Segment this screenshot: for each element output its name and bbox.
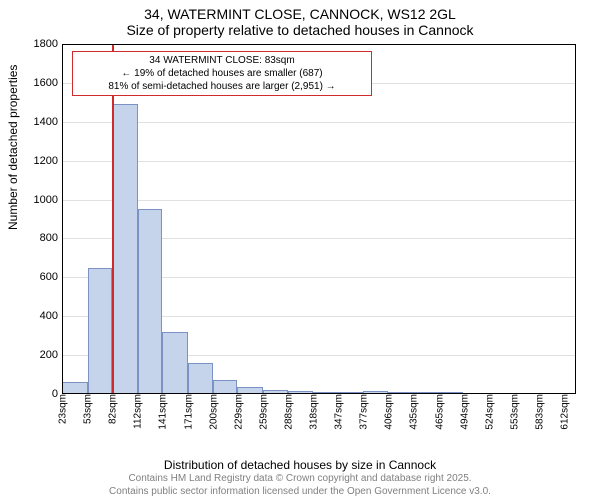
histogram-bar bbox=[88, 268, 113, 394]
chart-container: 34, WATERMINT CLOSE, CANNOCK, WS12 2GL S… bbox=[0, 0, 600, 500]
x-tick-label: 141sqm bbox=[156, 394, 169, 430]
attribution-line2: Contains public sector information licen… bbox=[0, 485, 600, 498]
grid-line bbox=[62, 161, 576, 162]
annotation-line: 81% of semi-detached houses are larger (… bbox=[77, 80, 367, 93]
y-tick-label: 800 bbox=[40, 232, 62, 244]
x-tick-label: 288sqm bbox=[281, 394, 294, 430]
x-tick-label: 53sqm bbox=[81, 394, 94, 424]
chart-title-line1: 34, WATERMINT CLOSE, CANNOCK, WS12 2GL bbox=[0, 0, 600, 22]
y-tick-label: 1000 bbox=[34, 194, 62, 206]
histogram-bar bbox=[188, 363, 213, 394]
x-tick-label: 406sqm bbox=[382, 394, 395, 430]
y-tick-label: 1600 bbox=[34, 77, 62, 89]
x-tick-label: 347sqm bbox=[332, 394, 345, 430]
x-tick-label: 23sqm bbox=[56, 394, 69, 424]
x-tick-label: 612sqm bbox=[558, 394, 571, 430]
x-axis-label: Distribution of detached houses by size … bbox=[0, 458, 600, 472]
plot-area: 02004006008001000120014001600180023sqm53… bbox=[62, 44, 576, 394]
x-tick-label: 494sqm bbox=[457, 394, 470, 430]
y-tick-label: 1200 bbox=[34, 155, 62, 167]
histogram-bar bbox=[112, 104, 138, 394]
y-tick-label: 400 bbox=[40, 310, 62, 322]
x-tick-label: 553sqm bbox=[507, 394, 520, 430]
x-tick-label: 259sqm bbox=[256, 394, 269, 430]
grid-line bbox=[62, 200, 576, 201]
marker-line bbox=[112, 44, 114, 394]
histogram-bar bbox=[237, 387, 263, 394]
x-tick-label: 200sqm bbox=[206, 394, 219, 430]
attribution: Contains HM Land Registry data © Crown c… bbox=[0, 472, 600, 498]
annotation-line: ← 19% of detached houses are smaller (68… bbox=[77, 67, 367, 80]
annotation-box: 34 WATERMINT CLOSE: 83sqm← 19% of detach… bbox=[72, 51, 372, 96]
x-tick-label: 171sqm bbox=[181, 394, 194, 430]
y-tick-label: 600 bbox=[40, 271, 62, 283]
y-tick-label: 200 bbox=[40, 349, 62, 361]
grid-line bbox=[62, 122, 576, 123]
chart-title-line2: Size of property relative to detached ho… bbox=[0, 22, 600, 38]
histogram-bar bbox=[162, 332, 188, 394]
annotation-line: 34 WATERMINT CLOSE: 83sqm bbox=[77, 54, 367, 67]
histogram-bar bbox=[213, 380, 238, 394]
attribution-line1: Contains HM Land Registry data © Crown c… bbox=[0, 472, 600, 485]
y-axis-label: Number of detached properties bbox=[6, 65, 20, 230]
x-tick-label: 229sqm bbox=[231, 394, 244, 430]
x-tick-label: 583sqm bbox=[532, 394, 545, 430]
x-tick-label: 82sqm bbox=[106, 394, 119, 424]
x-tick-label: 435sqm bbox=[407, 394, 420, 430]
x-tick-label: 465sqm bbox=[432, 394, 445, 430]
y-tick-label: 1400 bbox=[34, 116, 62, 128]
x-tick-label: 524sqm bbox=[482, 394, 495, 430]
x-tick-label: 318sqm bbox=[307, 394, 320, 430]
histogram-bar bbox=[138, 209, 163, 394]
x-tick-label: 377sqm bbox=[357, 394, 370, 430]
histogram-bar bbox=[62, 382, 88, 394]
y-tick-label: 1800 bbox=[34, 38, 62, 50]
x-tick-label: 112sqm bbox=[131, 394, 144, 429]
